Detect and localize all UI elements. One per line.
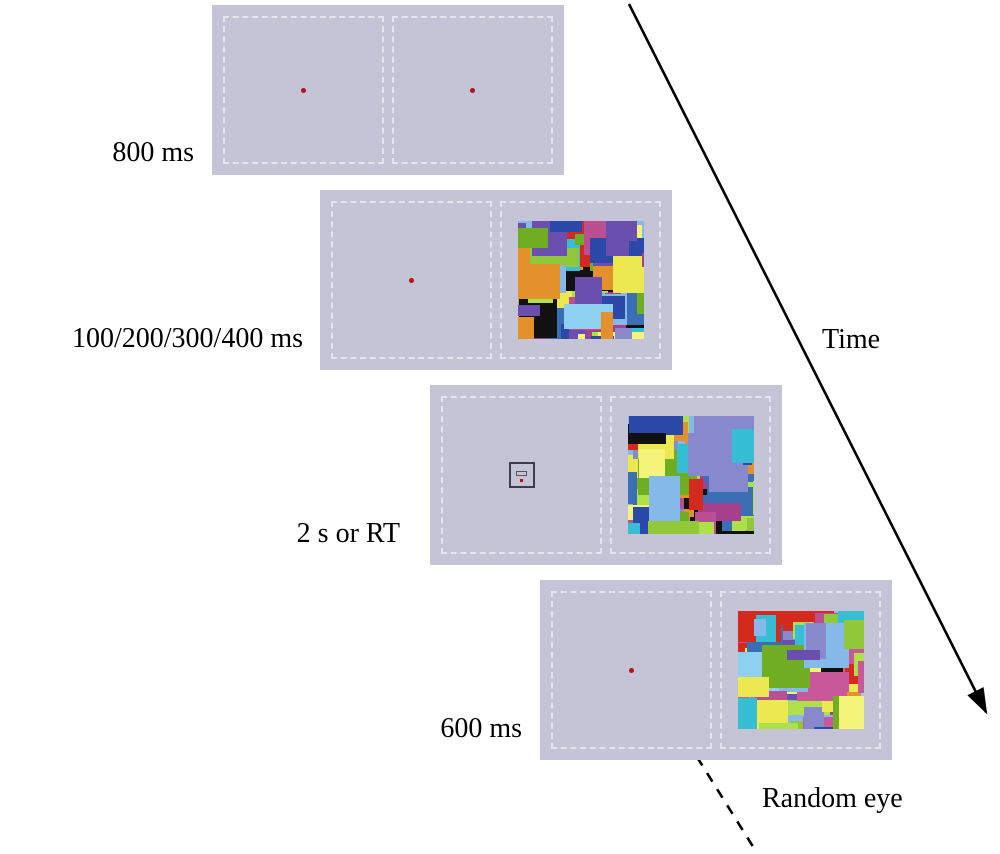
right-eye-screen bbox=[610, 396, 771, 554]
mondrian-mask bbox=[517, 221, 644, 339]
probe-target bbox=[508, 462, 535, 488]
fixation-dot bbox=[301, 87, 306, 93]
random-eye-label: Random eye bbox=[762, 783, 903, 814]
fixation-dot bbox=[470, 87, 475, 93]
right-eye-screen bbox=[392, 16, 553, 164]
mondrian-mask bbox=[627, 416, 754, 534]
left-eye-screen bbox=[441, 396, 602, 554]
stage-label-2: 100/200/300/400 ms bbox=[71, 323, 303, 354]
stage-label-3: 2 s or RT bbox=[296, 518, 400, 549]
stage-panel-4 bbox=[540, 580, 892, 760]
mondrian-mask bbox=[737, 611, 864, 729]
fixation-dot bbox=[629, 667, 634, 673]
left-eye-screen bbox=[551, 591, 712, 749]
stage-label-4: 600 ms bbox=[440, 713, 522, 744]
right-eye-screen bbox=[720, 591, 881, 749]
stage-label-1: 800 ms bbox=[112, 137, 194, 168]
right-eye-screen bbox=[500, 201, 661, 359]
left-eye-screen bbox=[223, 16, 384, 164]
stage-panel-2 bbox=[320, 190, 672, 370]
time-label: Time bbox=[822, 324, 881, 355]
probe-dot-icon bbox=[520, 479, 523, 482]
probe-bar-icon bbox=[516, 471, 527, 476]
fixation-dot bbox=[409, 277, 414, 283]
random-eye-dashed-line bbox=[695, 756, 759, 854]
stage-panel-3 bbox=[430, 385, 782, 565]
left-eye-screen bbox=[331, 201, 492, 359]
stage-panel-1 bbox=[212, 5, 564, 175]
